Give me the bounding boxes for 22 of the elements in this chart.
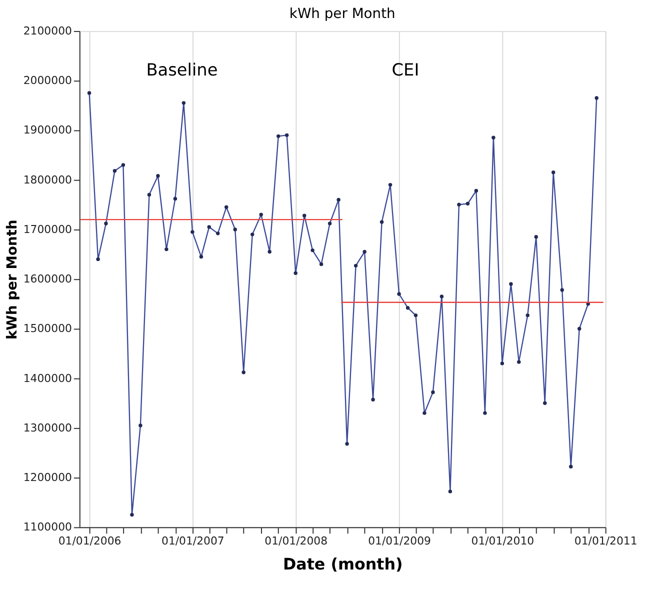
x-tick-label: 01/01/2008 bbox=[264, 534, 328, 548]
x-tick-label: 01/01/2007 bbox=[162, 534, 224, 548]
y-tick-label: 1400000 bbox=[23, 372, 72, 385]
y-tick-label: 2000000 bbox=[23, 74, 72, 88]
y-tick-label: 2100000 bbox=[23, 24, 72, 38]
x-tick-label: 01/01/2010 bbox=[471, 534, 534, 548]
y-tick-label: 1500000 bbox=[23, 322, 72, 336]
y-tick-label: 1100000 bbox=[23, 520, 72, 534]
y-tick-label: 1600000 bbox=[23, 272, 72, 286]
y-tick-label: 1700000 bbox=[23, 222, 72, 236]
y-tick-label: 1800000 bbox=[23, 173, 72, 186]
x-axis-title: Date (month) bbox=[282, 554, 403, 574]
y-tick-label: 1300000 bbox=[23, 421, 72, 434]
y-tick-label: 1200000 bbox=[23, 471, 72, 484]
x-tick-label: 01/01/2009 bbox=[368, 534, 432, 548]
annotation: CEI bbox=[392, 60, 420, 80]
annotation: Baseline bbox=[146, 60, 218, 80]
x-tick-label: 01/01/2006 bbox=[58, 534, 122, 548]
y-axis-title: kWh per Month bbox=[4, 220, 20, 340]
x-tick-label: 01/01/2011 bbox=[574, 534, 638, 548]
chart-title: kWh per Month bbox=[289, 6, 396, 22]
y-tick-label: 1900000 bbox=[23, 124, 72, 137]
